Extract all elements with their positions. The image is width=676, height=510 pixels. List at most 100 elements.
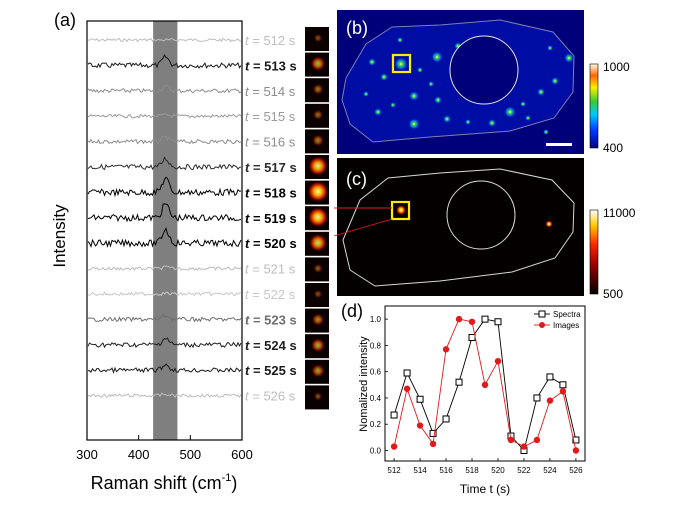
- fluorescence-spot: [390, 102, 396, 108]
- data-point-spectra: [429, 429, 437, 437]
- spectrum-trace: [87, 156, 242, 171]
- thumbnail: [305, 103, 329, 128]
- fluorescence-spot: [417, 67, 423, 73]
- time-label: t = 523 s: [245, 312, 297, 327]
- time-label: t = 521 s: [245, 262, 296, 277]
- fluorescence-spot: [408, 118, 420, 130]
- spectrum-trace: [87, 337, 242, 349]
- data-point-images: [481, 381, 489, 389]
- data-point-images: [559, 388, 567, 395]
- thumbnail: [305, 78, 329, 103]
- fluorescence-spot: [431, 51, 443, 63]
- thumbnail: [305, 155, 329, 179]
- y-tick-label: 0.8: [370, 341, 382, 350]
- x-tick-label: 526: [569, 466, 583, 475]
- panel-label-d: (d): [341, 301, 363, 321]
- legend-label: Spectra: [553, 310, 581, 319]
- thumbnail: [305, 206, 329, 231]
- data-point-images: [429, 440, 437, 448]
- scale-bar: [546, 143, 572, 146]
- fluorescence-spot: [443, 115, 451, 123]
- x-tick-label: 512: [387, 466, 401, 475]
- spectra-x-axis-label: Raman shift (cm-1): [91, 472, 238, 493]
- spectrum-trace: [87, 265, 242, 272]
- y-tick-label: 0.0: [370, 446, 382, 455]
- spectrum-trace: [87, 37, 242, 43]
- spectra-plot-frame: [86, 20, 243, 441]
- x-tick-label: 518: [465, 466, 479, 475]
- roi-box-c: [390, 200, 411, 221]
- data-point-spectra: [559, 381, 567, 389]
- data-point-spectra: [455, 378, 463, 386]
- data-point-images: [520, 443, 528, 450]
- panel-b: (b) 1000 400: [337, 10, 630, 155]
- spectrum-trace: [87, 135, 242, 145]
- line-chart-series: [390, 315, 580, 454]
- fluorescence-spot: [368, 58, 376, 66]
- spectrum-trace: [87, 363, 242, 374]
- data-point-images: [546, 397, 554, 404]
- time-labels: t = 512 s t = 513 s t = 514 s t = 515 s t = …: [245, 33, 297, 404]
- fluorescence-spot: [547, 45, 553, 51]
- line-chart-x-axis-label: Time t (s): [460, 482, 510, 496]
- thumbnail: [305, 180, 329, 205]
- time-label: t = 519 s: [245, 211, 297, 226]
- thumbnail: [305, 52, 329, 77]
- spectrum-trace: [87, 291, 242, 297]
- data-point-images: [494, 357, 502, 365]
- fluorescence-spot: [374, 108, 382, 116]
- y-tick-label: 1.0: [370, 315, 382, 324]
- data-point-spectra: [481, 315, 489, 323]
- cell-outline-c: [342, 168, 575, 287]
- data-point-spectra: [416, 395, 424, 403]
- thumbnail: [305, 283, 329, 307]
- thumbnail: [305, 129, 329, 154]
- time-label: t = 517 s: [245, 160, 297, 175]
- time-label: t = 526 s: [245, 389, 296, 404]
- fluorescence-spot: [525, 115, 531, 121]
- fluorescence-spot: [409, 91, 419, 101]
- y-tick-label: 0.6: [370, 368, 382, 377]
- y-tick-label: 0.4: [370, 394, 382, 403]
- colorbar-b-max: 1000: [603, 60, 630, 74]
- spectra-x-ticks: 300 400 500 600: [76, 435, 253, 462]
- fluorescence-spot: [520, 101, 526, 107]
- nucleus-outline-b: [449, 35, 519, 105]
- nucleus-outline-c: [446, 180, 516, 250]
- spectrum-trace: [87, 313, 242, 323]
- thumbnail: [305, 27, 329, 51]
- data-point-images: [403, 385, 411, 392]
- thumbnail: [305, 385, 329, 410]
- colorbar-c: [589, 209, 599, 295]
- thumbnail: [305, 257, 329, 282]
- colorbar-b-min: 400: [603, 141, 623, 155]
- panel-label-c: (c): [346, 169, 367, 189]
- hot-image: [337, 158, 584, 296]
- fluorescence-spot: [537, 88, 545, 96]
- data-point-images: [390, 443, 398, 450]
- thumbnail-strip: [305, 27, 329, 410]
- time-label: t = 516 s: [245, 135, 296, 150]
- fluorescence-spot: [465, 119, 471, 125]
- data-point-spectra: [468, 334, 476, 342]
- thumbnail: [305, 334, 329, 359]
- colorbar-b: [589, 63, 599, 149]
- fluorescence-spot: [551, 77, 559, 85]
- panel-c: (c) 11000 500: [333, 158, 636, 301]
- spectrum-trace: [87, 203, 242, 223]
- colorbar-c-min: 500: [603, 287, 623, 301]
- data-point-images: [533, 436, 541, 444]
- data-point-images: [442, 346, 450, 353]
- panel-a: (a) t = 512 s t = 513 s t = 514 s t = 515 s…: [50, 10, 329, 493]
- time-label: t = 518 s: [245, 185, 297, 200]
- data-point-spectra: [403, 369, 411, 377]
- thumbnail: [305, 231, 329, 256]
- spectra-y-axis-label: Intensity: [50, 204, 69, 268]
- x-tick-label: 524: [543, 466, 557, 475]
- data-point-spectra: [546, 373, 554, 381]
- data-point-images: [468, 318, 476, 325]
- time-label: t = 525 s: [245, 363, 297, 378]
- data-point-images: [507, 436, 515, 444]
- thumbnail: [305, 308, 329, 333]
- x-tick-label: 522: [517, 466, 531, 475]
